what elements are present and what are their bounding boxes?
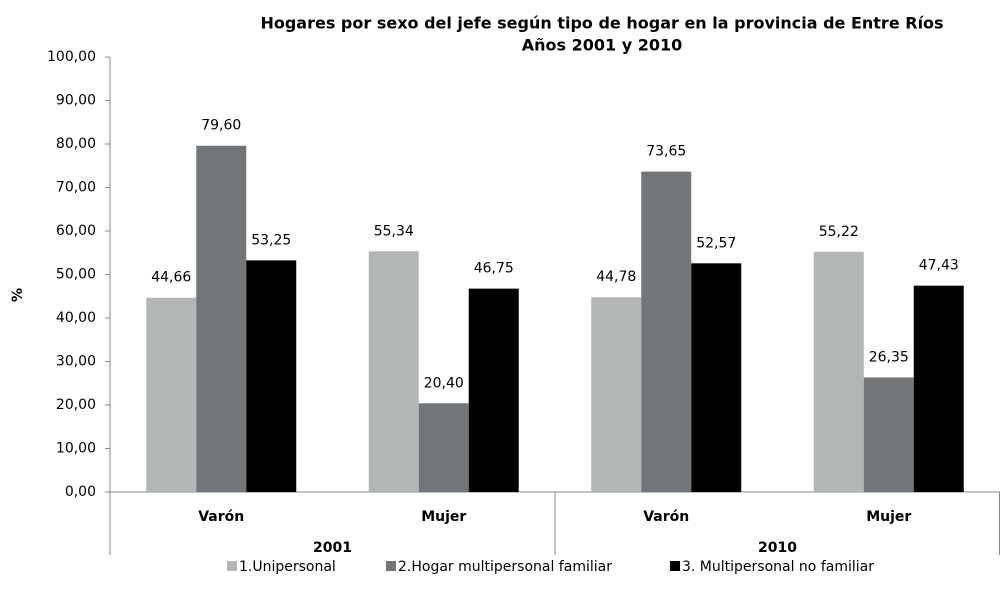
legend-label: 2.Hogar multipersonal familiar <box>398 559 612 575</box>
bar <box>691 263 742 492</box>
data-label: 44,66 <box>151 270 191 286</box>
y-tick-label: 70,00 <box>56 180 96 196</box>
bar <box>863 377 914 492</box>
data-label: 79,60 <box>201 118 241 134</box>
bar <box>591 297 642 492</box>
data-label: 20,40 <box>424 375 464 391</box>
x-tick-label: Mujer <box>421 509 466 525</box>
group-label: 2010 <box>758 540 797 556</box>
bar <box>418 403 469 492</box>
y-tick-label: 10,00 <box>56 441 96 457</box>
x-tick-label: Varón <box>198 509 244 525</box>
data-label: 52,57 <box>696 235 736 251</box>
chart-title: Hogares por sexo del jefe según tipo de … <box>260 14 943 33</box>
data-label: 55,22 <box>819 224 859 240</box>
bar <box>813 251 864 492</box>
y-tick-label: 80,00 <box>56 136 96 152</box>
legend-swatch <box>670 561 680 571</box>
group-label: 2001 <box>313 540 352 556</box>
legend-label: 1.Unipersonal <box>239 559 336 575</box>
y-tick-label: 50,00 <box>56 267 96 283</box>
data-label: 44,78 <box>596 269 636 285</box>
x-tick-label: Mujer <box>866 509 911 525</box>
y-tick-label: 100,00 <box>47 49 96 65</box>
y-tick-label: 0,00 <box>65 484 96 500</box>
bar <box>368 251 419 492</box>
chart-subtitle: Años 2001 y 2010 <box>522 36 683 55</box>
legend-swatch <box>227 561 237 571</box>
data-label: 26,35 <box>869 349 909 365</box>
bar <box>641 171 692 492</box>
y-tick-label: 40,00 <box>56 310 96 326</box>
data-label: 46,75 <box>474 261 514 277</box>
y-tick-label: 20,00 <box>56 397 96 413</box>
legend-label: 3. Multipersonal no familiar <box>682 559 874 575</box>
data-label: 73,65 <box>646 144 686 160</box>
bar <box>246 260 297 492</box>
data-label: 47,43 <box>919 258 959 274</box>
legend-swatch <box>386 561 396 571</box>
y-tick-label: 60,00 <box>56 223 96 239</box>
bar <box>468 288 519 492</box>
bar <box>146 297 197 492</box>
bar <box>196 145 247 493</box>
y-axis-label: % <box>10 288 26 302</box>
y-tick-label: 90,00 <box>56 93 96 109</box>
x-tick-label: Varón <box>643 509 689 525</box>
data-label: 53,25 <box>251 232 291 248</box>
bar <box>913 285 964 492</box>
y-tick-label: 30,00 <box>56 354 96 370</box>
data-label: 55,34 <box>374 223 414 239</box>
